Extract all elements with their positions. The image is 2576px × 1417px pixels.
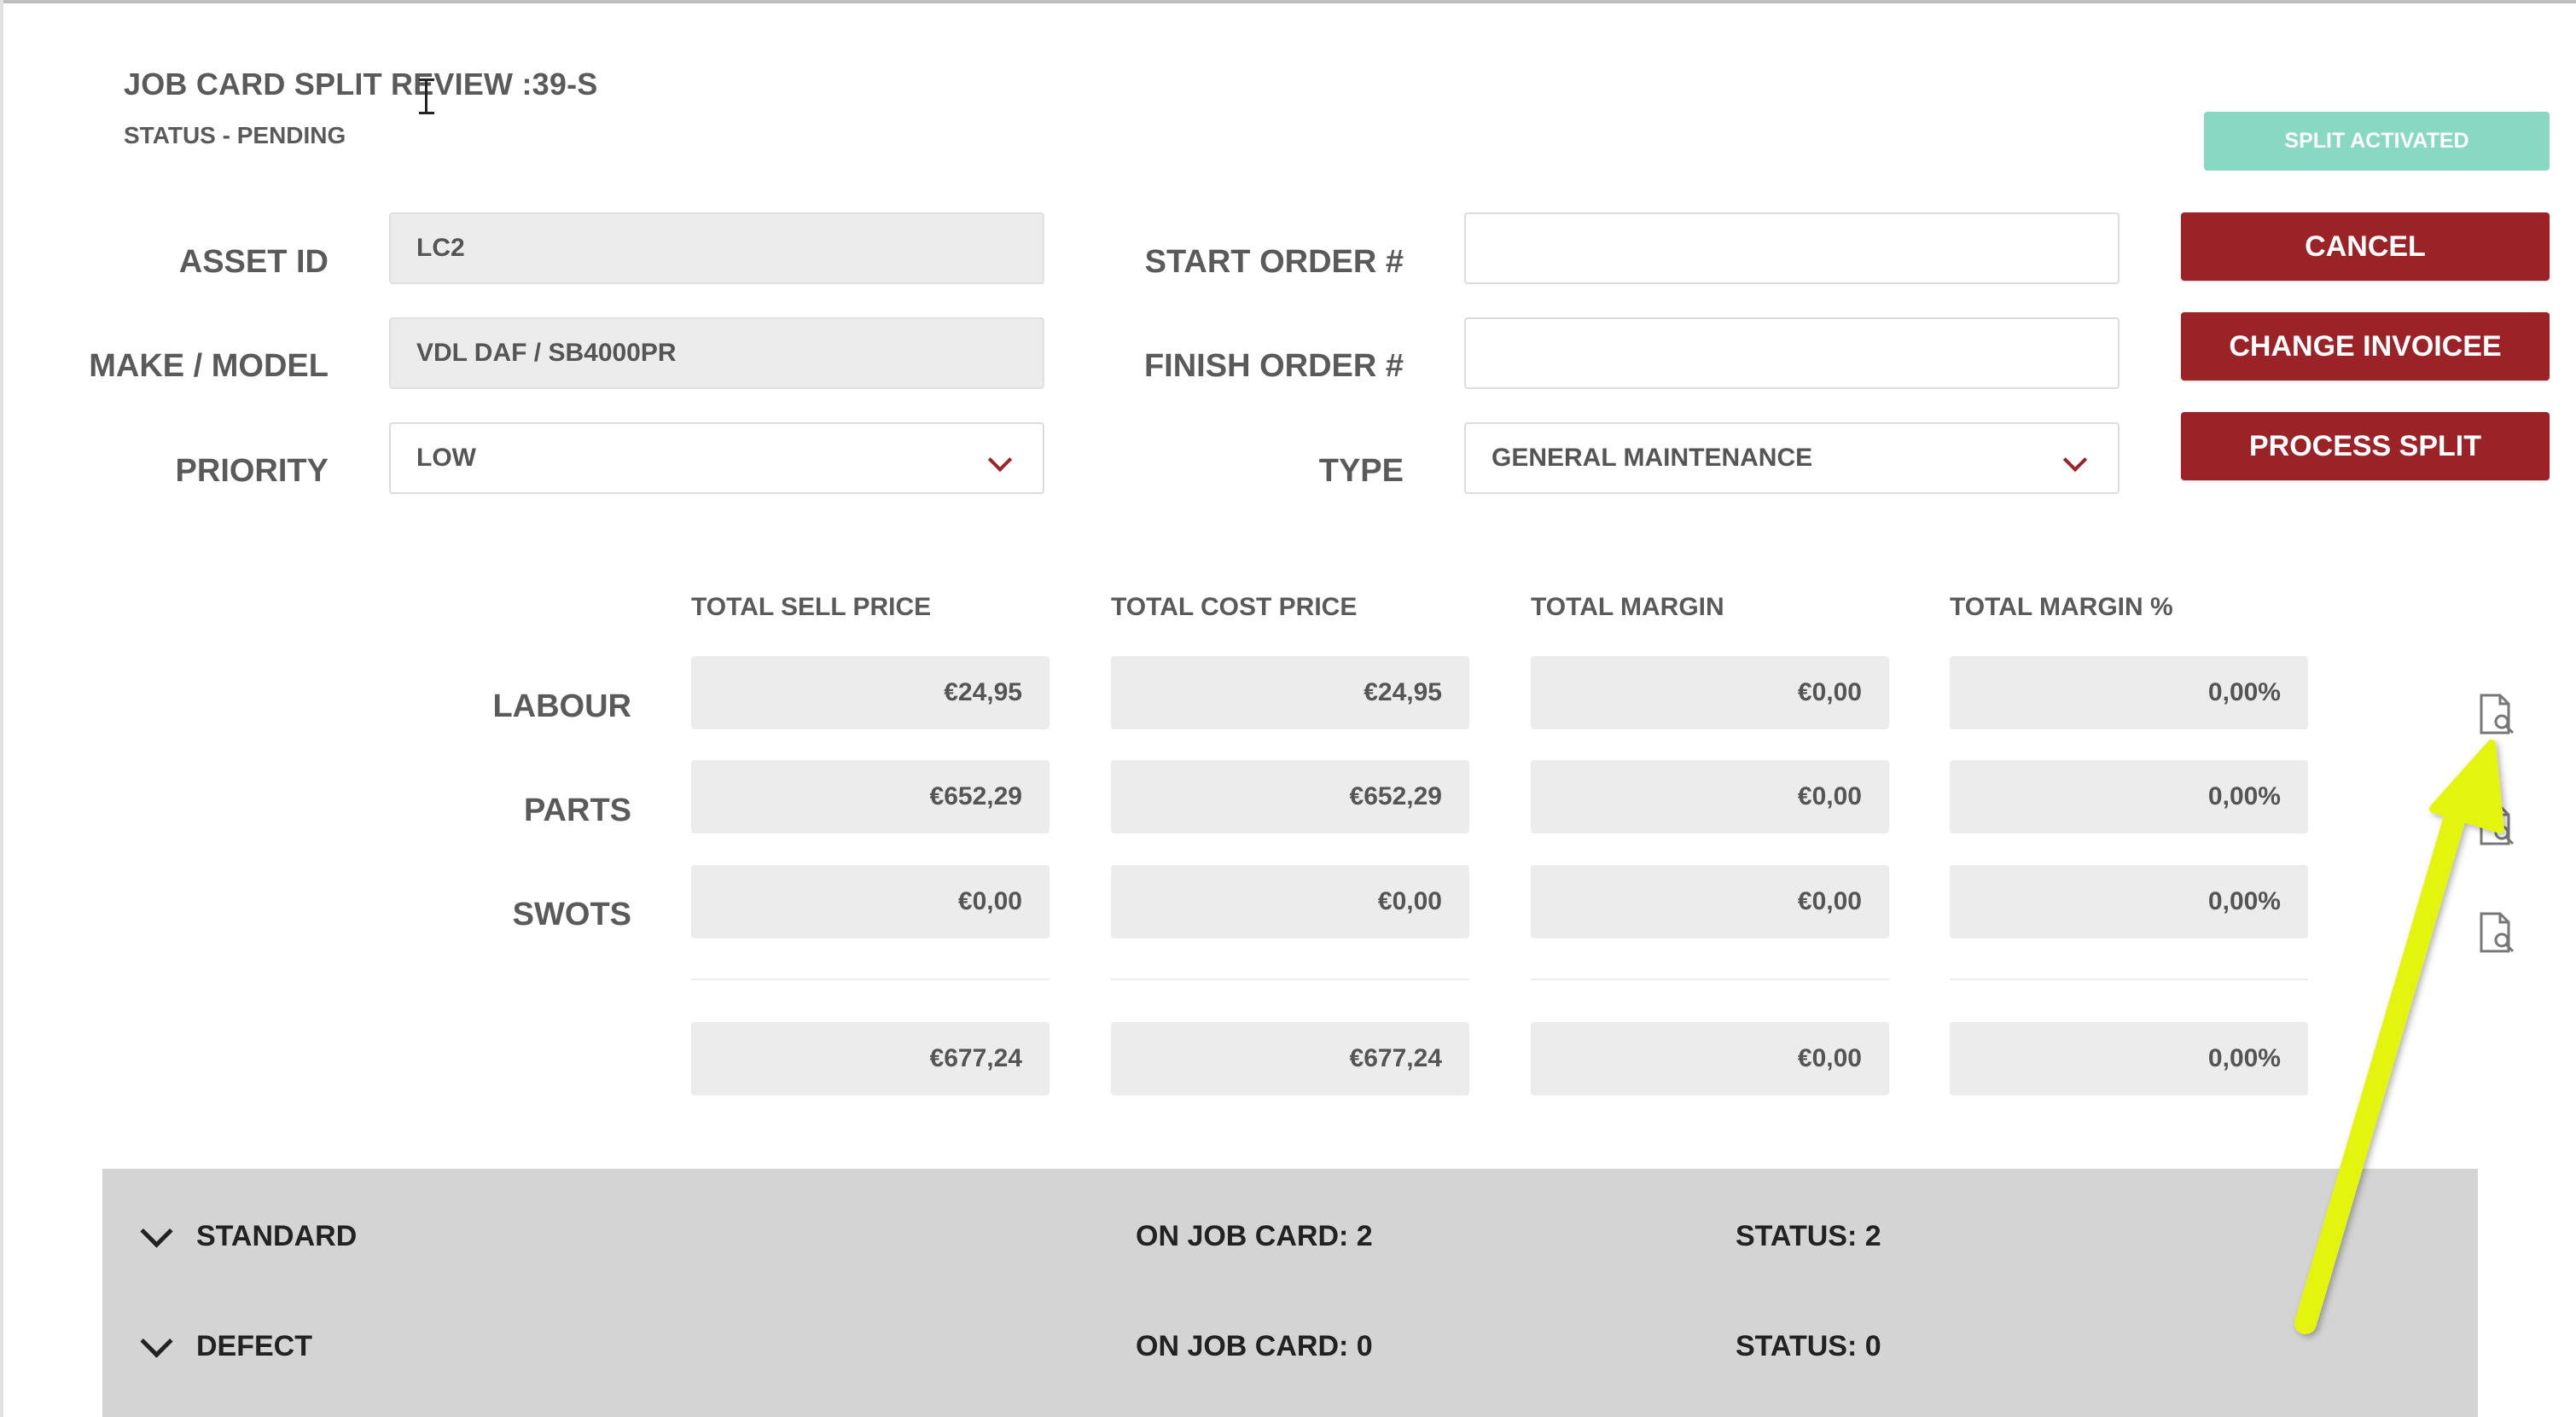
page-title: JOB CARD SPLIT REVIEW :39-S — [124, 67, 598, 102]
finish-order-label: FINISH ORDER # — [1143, 348, 1404, 384]
divider — [691, 979, 1050, 980]
sections-panel — [102, 1169, 2478, 1417]
make-model-label: MAKE / MODEL — [89, 348, 329, 384]
text-cursor-icon — [419, 77, 434, 116]
labour-cost-value: €24,95 — [1111, 656, 1469, 729]
labour-margin-pct-value: 0,00% — [1950, 656, 2308, 729]
type-value: GENERAL MAINTENANCE — [1492, 444, 1813, 472]
parts-margin-pct-value: 0,00% — [1950, 760, 2308, 833]
col-header-margin-pct: TOTAL MARGIN % — [1950, 593, 2173, 621]
priority-value: LOW — [416, 444, 476, 472]
priority-label: PRIORITY — [175, 453, 329, 489]
total-cost-value: €677,24 — [1111, 1022, 1469, 1095]
section-standard-title[interactable]: STANDARD — [196, 1220, 358, 1252]
start-order-label: START ORDER # — [1144, 244, 1404, 280]
total-sell-value: €677,24 — [691, 1022, 1050, 1095]
divider — [1111, 979, 1469, 980]
swots-sell-value: €0,00 — [691, 865, 1050, 938]
swots-margin-value: €0,00 — [1531, 865, 1889, 938]
type-label: TYPE — [1318, 453, 1404, 489]
process-split-button[interactable]: PROCESS SPLIT — [2181, 412, 2550, 480]
swots-margin-pct-value: 0,00% — [1950, 865, 2308, 938]
row-label-labour: LABOUR — [492, 688, 631, 724]
row-label-swots: SWOTS — [512, 897, 631, 932]
row-label-parts: PARTS — [524, 793, 631, 828]
section-standard-status: STATUS: 2 — [1736, 1220, 1881, 1252]
make-model-field: VDL DAF / SB4000PR — [389, 317, 1044, 389]
status-label: STATUS - PENDING — [124, 122, 346, 148]
finish-order-input[interactable] — [1464, 317, 2120, 389]
asset-id-field: LC2 — [389, 212, 1044, 284]
labour-sell-value: €24,95 — [691, 656, 1050, 729]
section-defect-title[interactable]: DEFECT — [196, 1330, 312, 1362]
col-header-sell: TOTAL SELL PRICE — [691, 593, 932, 621]
type-select[interactable]: GENERAL MAINTENANCE — [1464, 422, 2120, 494]
document-search-icon[interactable] — [2478, 693, 2517, 737]
start-order-input[interactable] — [1464, 212, 2120, 284]
window-top-border — [0, 0, 2576, 3]
change-invoicee-button[interactable]: CHANGE INVOICEE — [2181, 312, 2550, 380]
labour-margin-value: €0,00 — [1531, 656, 1889, 729]
col-header-cost: TOTAL COST PRICE — [1111, 593, 1358, 621]
cancel-button[interactable]: CANCEL — [2181, 212, 2550, 281]
total-margin-pct-value: 0,00% — [1950, 1022, 2308, 1095]
section-defect-on-job-card: ON JOB CARD: 0 — [1136, 1330, 1373, 1362]
asset-id-label: ASSET ID — [178, 244, 329, 280]
swots-cost-value: €0,00 — [1111, 865, 1469, 938]
parts-sell-value: €652,29 — [691, 760, 1050, 833]
document-search-icon[interactable] — [2478, 911, 2517, 955]
parts-margin-value: €0,00 — [1531, 760, 1889, 833]
divider — [1950, 979, 2308, 980]
parts-cost-value: €652,29 — [1111, 760, 1469, 833]
split-activated-badge: SPLIT ACTIVATED — [2204, 112, 2550, 171]
priority-select[interactable]: LOW — [389, 422, 1044, 494]
section-standard-on-job-card: ON JOB CARD: 2 — [1136, 1220, 1373, 1252]
total-margin-value: €0,00 — [1531, 1022, 1889, 1095]
col-header-margin: TOTAL MARGIN — [1531, 593, 1724, 621]
section-defect-status: STATUS: 0 — [1736, 1330, 1881, 1362]
divider — [1531, 979, 1889, 980]
window-left-border — [0, 0, 3, 1417]
